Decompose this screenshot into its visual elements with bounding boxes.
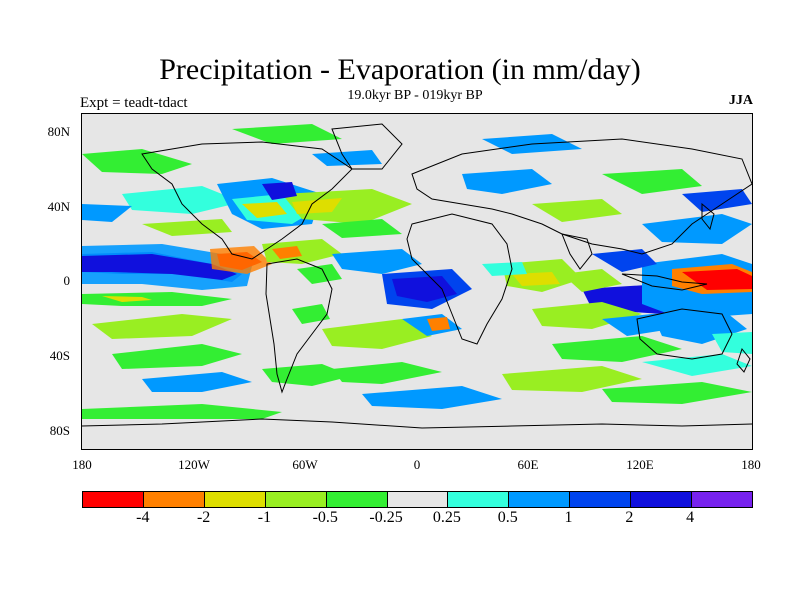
- patch-arctic-1: [232, 124, 342, 144]
- colorbar-label: -0.5: [312, 509, 338, 526]
- coast-new-zealand: [736, 347, 751, 373]
- colorbar-label: 0.5: [497, 509, 518, 526]
- patch-eurasia-4: [682, 189, 752, 212]
- map-plot-area: [81, 113, 753, 450]
- patch-npac-4: [142, 219, 232, 236]
- lat-tick-40s: 40S: [49, 348, 70, 363]
- coast-greenland: [331, 123, 403, 170]
- patch-npac-1: [82, 149, 192, 174]
- patch-npac-2: [122, 186, 242, 214]
- lon-tick-60e: 60E: [517, 457, 539, 472]
- coastlines: [82, 123, 752, 429]
- patch-south-pacific-green: [82, 292, 232, 306]
- patch-spac-band-1: [92, 314, 232, 339]
- patch-africa-3: [482, 262, 527, 276]
- colorbar-bin: [143, 492, 205, 507]
- colorbar-label: -0.25: [369, 509, 403, 526]
- colorbar-bin: [326, 492, 388, 507]
- patch-natlantic-3: [262, 182, 297, 200]
- patch-samerica-2: [292, 304, 330, 324]
- field-patches: [82, 124, 752, 419]
- season-label: JJA: [728, 93, 753, 108]
- colorbar-bin: [631, 492, 693, 507]
- patch-indian-2: [562, 269, 622, 292]
- patch-eurasia-1: [462, 169, 552, 194]
- coast-indonesia: [621, 273, 708, 291]
- chart-title: Precipitation - Evaporation (in mm/day): [159, 53, 641, 86]
- patch-so-2: [502, 366, 642, 392]
- patch-wpac-3: [682, 269, 752, 290]
- coast-australia: [636, 308, 733, 360]
- lat-tick-0: 0: [63, 273, 71, 288]
- colorbar-label: -1: [257, 509, 272, 526]
- patch-southern-ocean-1: [82, 404, 282, 419]
- colorbar-bin: [509, 492, 571, 507]
- colorbar-bin: [570, 492, 632, 507]
- patch-so-1: [362, 386, 502, 409]
- lat-tick-80s: 80S: [49, 423, 70, 438]
- colorbar-label: 4: [686, 509, 695, 526]
- lon-tick-120w: 120W: [178, 457, 210, 472]
- colorbar-bin: [204, 492, 266, 507]
- patch-eurasia-3: [602, 169, 702, 194]
- patch-wpac-7: [712, 332, 752, 354]
- patch-southern-ocean-2: [262, 364, 352, 386]
- colorbar-label: 0.25: [432, 509, 461, 526]
- patch-tropatl-2: [392, 276, 457, 302]
- patch-indian-4: [552, 336, 682, 362]
- patch-so-4: [642, 354, 752, 376]
- lon-tick-120e: 120E: [626, 457, 654, 472]
- coast-eurasia: [411, 138, 752, 255]
- patch-south-pacific-yellow: [102, 296, 152, 302]
- colorbar: [82, 491, 753, 508]
- patch-samerica-1: [297, 264, 342, 284]
- coast-africa: [406, 213, 513, 345]
- colorbar-label: 2: [625, 509, 634, 526]
- lon-tick-180-right: 180: [741, 457, 761, 472]
- coast-antarctica: [82, 418, 752, 429]
- patch-spac-band-2: [112, 344, 242, 369]
- patch-africa-2: [512, 272, 560, 286]
- experiment-label: Expt = teadt-tdact: [80, 95, 188, 111]
- colorbar-label: 1: [564, 509, 573, 526]
- colorbar-bin: [265, 492, 327, 507]
- patch-eurasia-2: [532, 199, 622, 222]
- patch-spac-band-3: [142, 372, 252, 392]
- patch-satlantic-4: [332, 362, 442, 384]
- patch-pacific-itcz-core: [82, 254, 237, 280]
- lat-tick-80n: 80N: [47, 124, 70, 139]
- colorbar-bin: [692, 492, 752, 507]
- lon-tick-0: 0: [413, 457, 421, 472]
- map-svg: [82, 123, 752, 429]
- patch-natlantic-2: [292, 198, 342, 214]
- lat-tick-40n: 40N: [47, 199, 70, 214]
- patch-wpac-5: [642, 214, 752, 244]
- coast-north-america: [141, 141, 353, 260]
- patch-central-america-orange: [210, 246, 272, 274]
- colorbar-bin: [387, 492, 449, 507]
- patch-caribbean-2: [272, 246, 302, 259]
- patch-npac-3: [82, 204, 132, 222]
- chart-subtitle: 19.0kyr BP - 019kyr BP: [347, 88, 483, 103]
- lon-tick-180-left: 180: [72, 457, 92, 472]
- patch-wpac-4: [592, 249, 657, 272]
- patch-arctic-3: [312, 150, 382, 166]
- colorbar-bin: [448, 492, 510, 507]
- colorbar-label: -4: [136, 509, 150, 526]
- patch-natlantic-1: [282, 189, 412, 224]
- patch-satlantic-3: [427, 317, 450, 331]
- lon-tick-60w: 60W: [292, 457, 318, 472]
- colorbar-bin: [83, 492, 144, 507]
- patch-satlantic-1: [322, 319, 432, 349]
- patch-natlantic-4: [322, 219, 402, 238]
- coast-south-america: [265, 258, 333, 394]
- patch-namerica-3: [242, 202, 287, 218]
- coast-japan: [701, 202, 715, 231]
- coast-india: [561, 233, 593, 270]
- colorbar-label: -2: [196, 509, 211, 526]
- patch-tropatl-3: [332, 249, 422, 274]
- patch-so-3: [602, 382, 752, 404]
